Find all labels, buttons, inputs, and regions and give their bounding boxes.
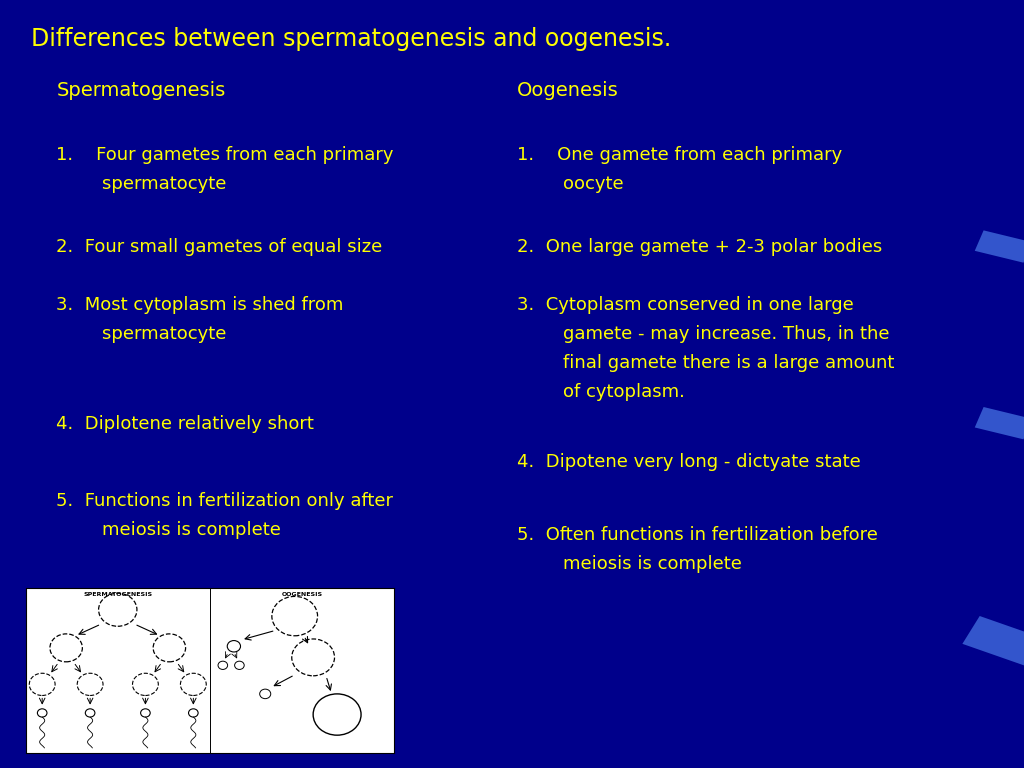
Text: 4.  Diplotene relatively short: 4. Diplotene relatively short	[56, 415, 314, 432]
Text: Oogenesis: Oogenesis	[517, 81, 618, 100]
Text: Spermatogenesis: Spermatogenesis	[56, 81, 225, 100]
Text: spermatocyte: spermatocyte	[56, 325, 226, 343]
Text: 5.  Functions in fertilization only after: 5. Functions in fertilization only after	[56, 492, 393, 509]
Text: gamete - may increase. Thus, in the: gamete - may increase. Thus, in the	[517, 325, 890, 343]
Text: final gamete there is a large amount: final gamete there is a large amount	[517, 354, 895, 372]
Text: 2.  Four small gametes of equal size: 2. Four small gametes of equal size	[56, 238, 383, 256]
Text: 3.  Cytoplasm conserved in one large: 3. Cytoplasm conserved in one large	[517, 296, 854, 313]
Text: 2.  One large gamete + 2-3 polar bodies: 2. One large gamete + 2-3 polar bodies	[517, 238, 883, 256]
Text: OOGENESIS: OOGENESIS	[282, 592, 323, 598]
Text: SPERMATOGENESIS: SPERMATOGENESIS	[83, 592, 153, 598]
Text: 1.    Four gametes from each primary: 1. Four gametes from each primary	[56, 146, 394, 164]
Text: oocyte: oocyte	[517, 175, 624, 193]
Text: 3.  Most cytoplasm is shed from: 3. Most cytoplasm is shed from	[56, 296, 344, 313]
Text: spermatocyte: spermatocyte	[56, 175, 226, 193]
Text: 1.    One gamete from each primary: 1. One gamete from each primary	[517, 146, 843, 164]
Text: of cytoplasm.: of cytoplasm.	[517, 383, 685, 401]
FancyBboxPatch shape	[975, 230, 1024, 263]
Text: 5.  Often functions in fertilization before: 5. Often functions in fertilization befo…	[517, 526, 878, 544]
Text: meiosis is complete: meiosis is complete	[517, 555, 742, 573]
FancyBboxPatch shape	[975, 407, 1024, 439]
Text: Differences between spermatogenesis and oogenesis.: Differences between spermatogenesis and …	[31, 27, 671, 51]
Text: meiosis is complete: meiosis is complete	[56, 521, 282, 538]
Text: 4.  Dipotene very long - dictyate state: 4. Dipotene very long - dictyate state	[517, 453, 861, 471]
FancyBboxPatch shape	[963, 616, 1024, 667]
